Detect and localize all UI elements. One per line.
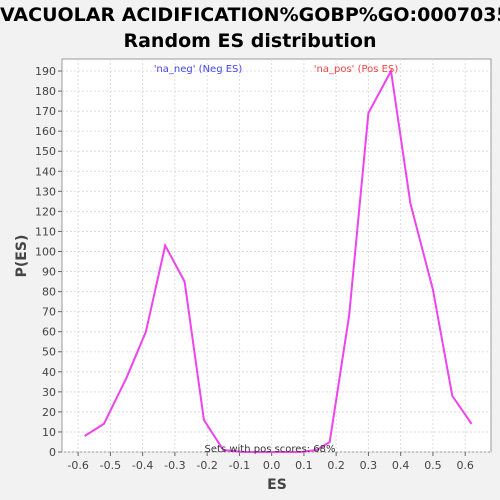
y-tick-label: 90 bbox=[42, 266, 56, 279]
y-tick-label: 130 bbox=[35, 185, 56, 198]
chart-title-line1: VACUOLAR ACIDIFICATION%GOBP%GO:0007035: bbox=[0, 4, 500, 26]
x-tick-label: 0.3 bbox=[360, 459, 378, 472]
y-tick-label: 110 bbox=[35, 225, 56, 238]
y-axis: 0 10 20 30 40 50 60 70 80 90 100 110 120 130 140 150 160… bbox=[35, 65, 62, 459]
y-tick-label: 30 bbox=[42, 386, 56, 399]
chart-title: VACUOLAR ACIDIFICATION%GOBP%GO:0007035: … bbox=[0, 2, 500, 54]
pos-scores-footer: Sets with pos scores: 68% bbox=[205, 444, 336, 455]
x-tick-label: -0.5 bbox=[100, 459, 121, 472]
y-tick-label: 70 bbox=[42, 306, 56, 319]
x-tick-label: -0.4 bbox=[132, 459, 153, 472]
y-tick-label: 40 bbox=[42, 366, 56, 379]
y-tick-label: 60 bbox=[42, 326, 56, 339]
y-tick-label: 190 bbox=[35, 65, 56, 78]
series-line bbox=[84, 67, 473, 453]
y-tick-label: 160 bbox=[35, 125, 56, 138]
x-tick-label: -0.3 bbox=[164, 459, 185, 472]
x-tick-label: 0.4 bbox=[392, 459, 410, 472]
x-axis: -0.6 -0.5 -0.4 -0.3 -0.2 -0.1 0.0 0.1 0.2 0.3 0.4 0… bbox=[67, 452, 474, 472]
y-tick-label: 180 bbox=[35, 85, 56, 98]
y-tick-label: 100 bbox=[35, 245, 56, 258]
y-tick-label: 0 bbox=[49, 446, 56, 459]
y-tick-label: 80 bbox=[42, 286, 56, 299]
x-tick-label: 0.1 bbox=[295, 459, 313, 472]
x-tick-label: 0.6 bbox=[456, 459, 474, 472]
pos-es-label: 'na_pos' (Pos ES) bbox=[314, 64, 399, 75]
y-tick-label: 150 bbox=[35, 145, 56, 158]
x-tick-label: -0.6 bbox=[67, 459, 88, 472]
y-tick-label: 140 bbox=[35, 165, 56, 178]
y-tick-label: 120 bbox=[35, 205, 56, 218]
y-tick-label: 10 bbox=[42, 426, 56, 439]
x-tick-label: 0.2 bbox=[327, 459, 345, 472]
x-tick-label: 0.0 bbox=[263, 459, 281, 472]
neg-es-label: 'na_neg' (Neg ES) bbox=[154, 64, 243, 75]
x-tick-label: 0.5 bbox=[424, 459, 442, 472]
plot-area bbox=[61, 58, 492, 453]
grid-lines bbox=[62, 59, 491, 453]
x-tick-label: -0.1 bbox=[229, 459, 250, 472]
chart-title-line2: Random ES distribution bbox=[123, 30, 377, 52]
y-tick-label: 50 bbox=[42, 346, 56, 359]
x-axis-title: ES bbox=[267, 477, 287, 493]
x-tick-label: -0.2 bbox=[196, 459, 217, 472]
y-tick-label: 20 bbox=[42, 406, 56, 419]
y-tick-label: 170 bbox=[35, 105, 56, 118]
y-axis-title: P(ES) bbox=[14, 235, 30, 278]
